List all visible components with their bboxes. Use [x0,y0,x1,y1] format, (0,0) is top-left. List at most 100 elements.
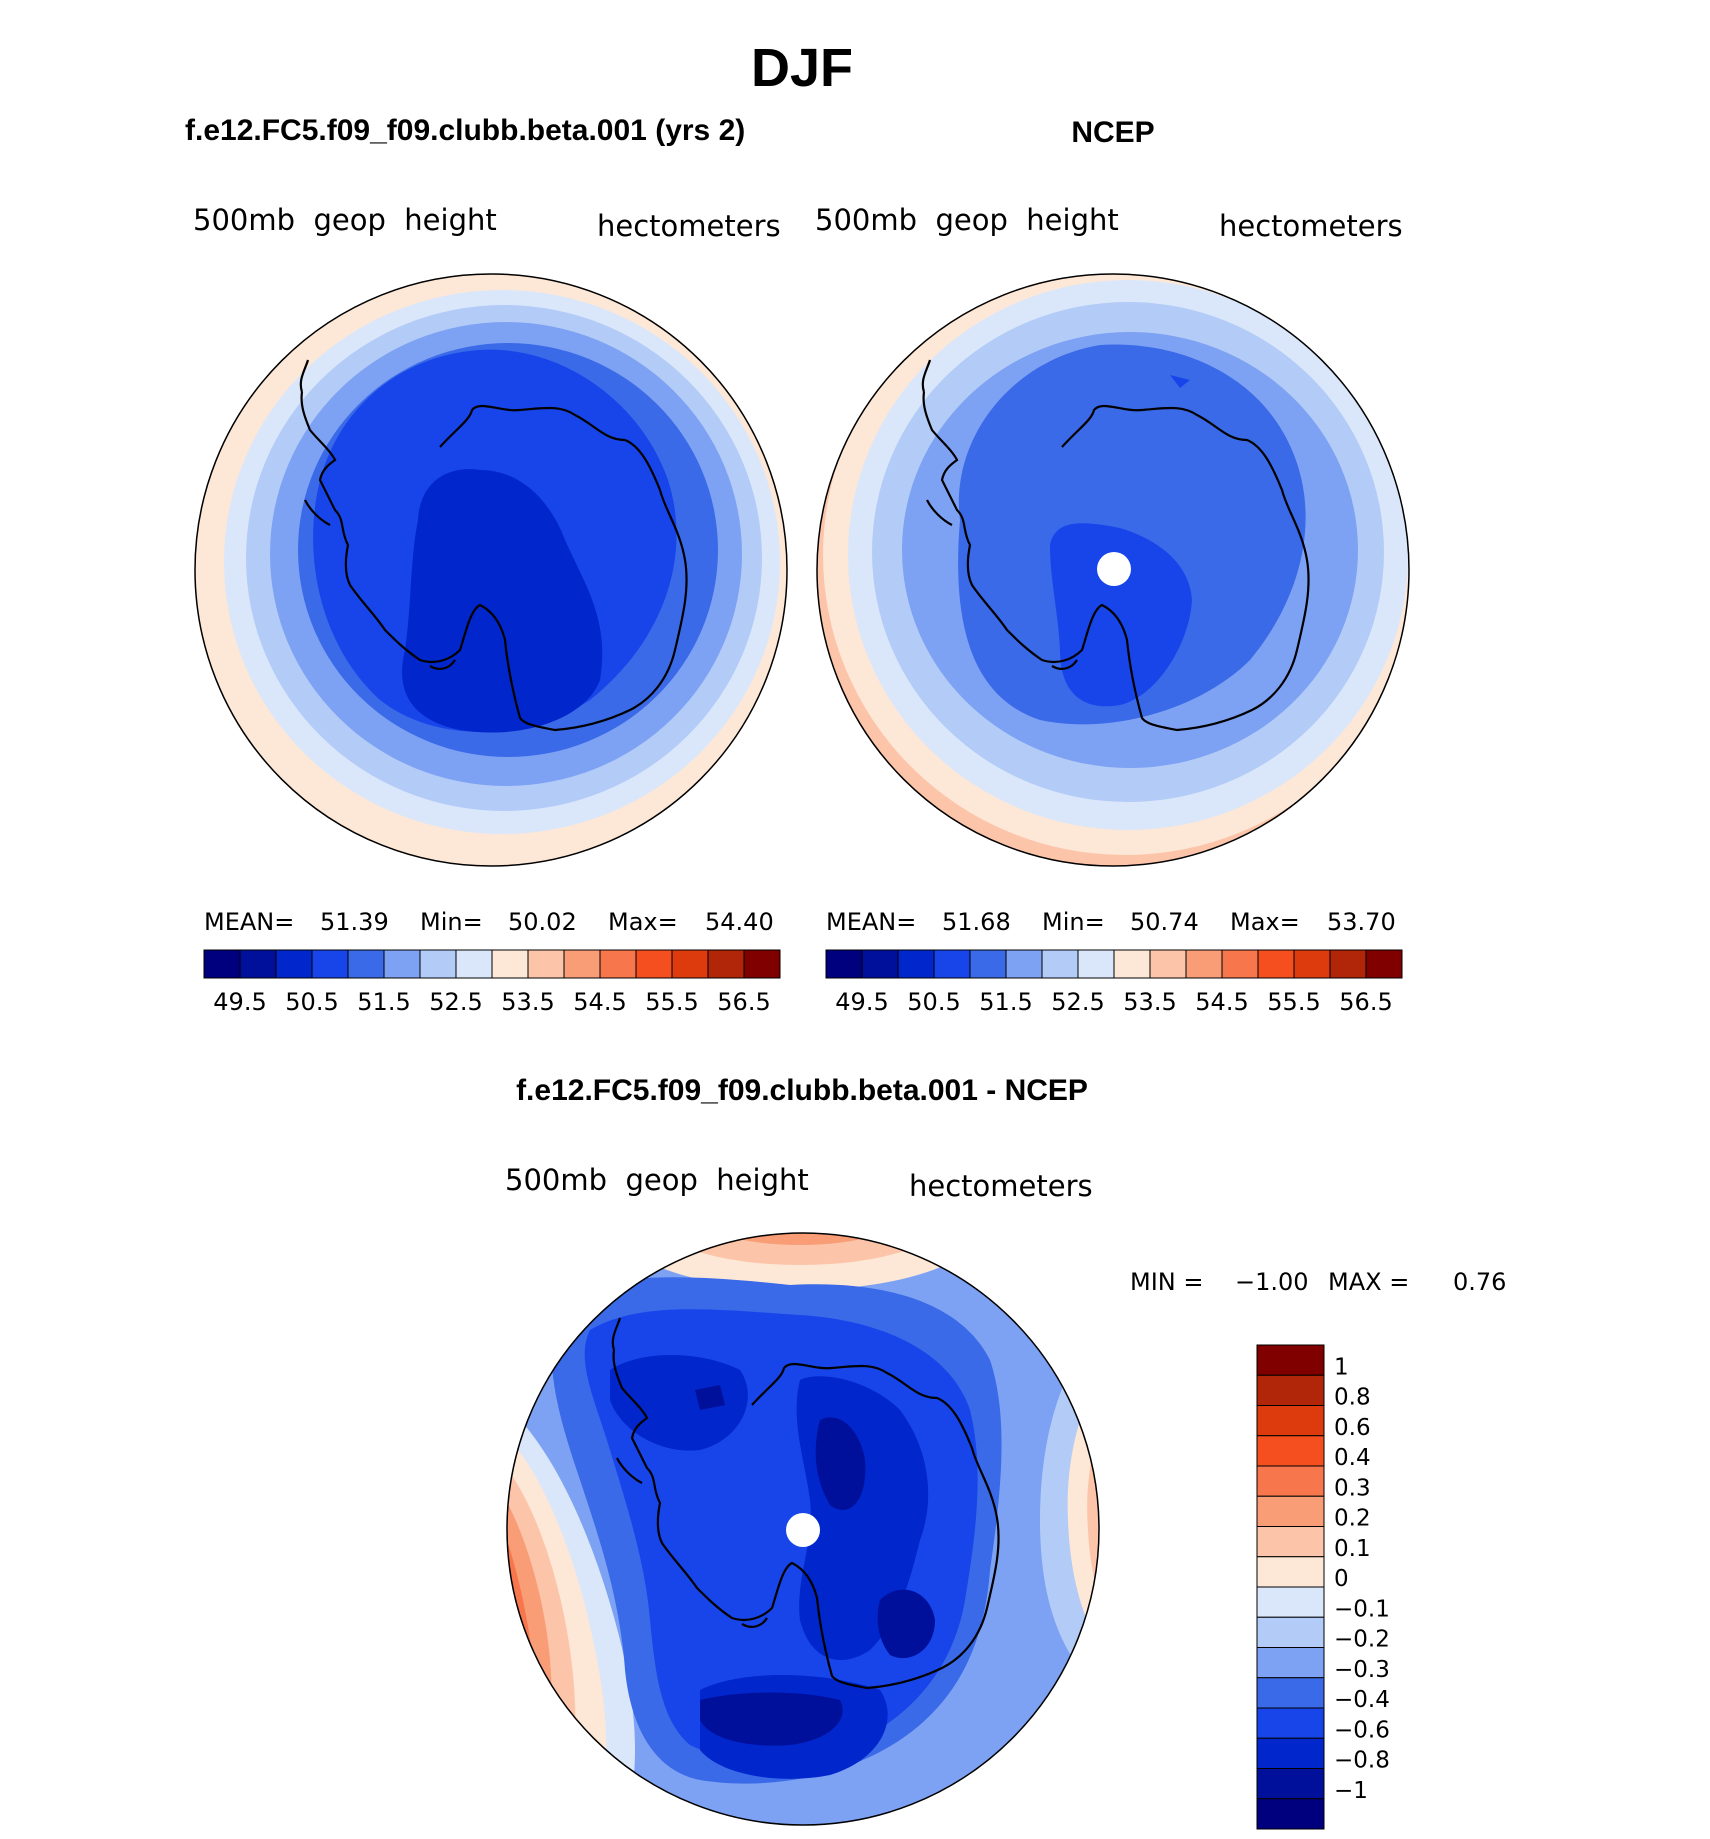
diff-max-label: MAX = [1328,1268,1409,1296]
model-colorbar: 49.5 50.5 51.5 52.5 53.5 54.5 55.5 56.5 [203,949,781,1016]
model-colorbar-swatch [311,949,349,979]
obs-variable-label: 500mb geop height [815,203,1119,237]
diff-colorbar-tick-label: 0.1 [1334,1536,1371,1562]
diff-colorbar-swatch [1256,1465,1325,1497]
diff-colorbar: 1 0.8 0.6 0.4 0.3 0.2 0.1 0 −0.1 −0.2 −0.3 −0.4 −0.6… [1256,1344,1390,1830]
model-colorbar-swatch [743,949,781,979]
diff-colorbar-tick-label: −0.6 [1334,1717,1390,1743]
model-stats: MEAN= 51.39 Min= 50.02 Max= 54.40 [204,908,774,936]
diff-coastline [611,1317,1000,1690]
obs-mean-label: MEAN= [826,908,916,936]
diff-colorbar-swatch [1256,1677,1325,1709]
obs-colorbar-swatch [1113,949,1151,979]
model-max-label: Max= [608,908,678,936]
diff-colorbar-tick-label: −0.8 [1334,1748,1390,1774]
obs-colorbar-tick-label: 49.5 [835,988,888,1016]
model-colorbar-tick-label: 56.5 [717,988,770,1016]
obs-colorbar-swatch [825,949,863,979]
model-colorbar-swatch [635,949,673,979]
diff-colorbar-tick-label: −0.2 [1334,1627,1390,1653]
diff-min-value: −1.00 [1235,1268,1309,1296]
diff-colorbar-tick-label: 0.6 [1334,1415,1371,1441]
diff-colorbar-swatch [1256,1374,1325,1406]
obs-colorbar-swatch [1077,949,1115,979]
diff-colorbar-swatch [1256,1435,1325,1467]
obs-missing-pole [1097,552,1131,586]
obs-colorbar-swatch [1041,949,1079,979]
obs-min-value: 50.74 [1130,908,1199,936]
obs-units-label: hectometers [1219,209,1403,243]
diff-colorbar-tick-label: −0.4 [1334,1687,1390,1713]
obs-contour-fill [1050,523,1192,707]
model-map [195,274,787,866]
diff-colorbar-swatch [1256,1495,1325,1527]
obs-colorbar-tick-label: 50.5 [907,988,960,1016]
obs-colorbar-swatch [969,949,1007,979]
obs-colorbar-tick-label: 55.5 [1267,988,1320,1016]
diff-colorbar-tick-label: 0 [1334,1566,1349,1592]
diff-minmax: MIN = −1.00 MAX = 0.76 [1130,1268,1506,1296]
diff-max-value: 0.76 [1453,1268,1506,1296]
model-colorbar-tick-label: 50.5 [285,988,338,1016]
diff-colorbar-swatch [1256,1768,1325,1800]
obs-colorbar-swatch [1329,949,1367,979]
obs-heading: NCEP [1071,116,1154,149]
model-mean-value: 51.39 [320,908,389,936]
diff-contour-fill [695,1385,725,1410]
obs-colorbar-tick-label: 52.5 [1051,988,1104,1016]
model-colorbar-tick-label: 51.5 [357,988,410,1016]
diff-colorbar-swatch [1256,1737,1325,1769]
model-coastline [299,359,688,732]
obs-colorbar-swatch [1365,949,1403,979]
diff-map-border [506,1232,1100,1826]
diff-colorbar-swatch [1256,1616,1325,1648]
diff-colorbar-swatch [1256,1647,1325,1679]
figure-title: DJF [751,38,853,98]
diff-colorbar-tick-label: −0.1 [1334,1596,1390,1622]
diff-colorbar-swatch [1256,1556,1325,1588]
obs-max-label: Max= [1230,908,1300,936]
diff-units-label: hectometers [909,1169,1093,1203]
diff-colorbar-tick-label: 0.8 [1334,1385,1371,1411]
obs-contour-fill [1170,375,1190,388]
diff-contour-fill [877,1589,935,1659]
obs-colorbar-tick-label: 51.5 [979,988,1032,1016]
model-colorbar-swatch [275,949,313,979]
model-colorbar-tick-label: 55.5 [645,988,698,1016]
model-colorbar-swatch [239,949,277,979]
obs-colorbar-tick-label: 53.5 [1123,988,1176,1016]
diff-min-label: MIN = [1130,1268,1203,1296]
model-colorbar-tick-label: 49.5 [213,988,266,1016]
diff-colorbar-swatch [1256,1707,1325,1739]
model-colorbar-swatch [347,949,385,979]
model-colorbar-swatch [671,949,709,979]
model-colorbar-swatch [599,949,637,979]
coastline-path [922,391,1310,732]
model-colorbar-swatch [491,949,529,979]
model-colorbar-swatch [563,949,601,979]
model-colorbar-swatch [383,949,421,979]
obs-colorbar-swatch [1221,949,1259,979]
model-variable-label: 500mb geop height [193,203,497,237]
model-colorbar-swatch [707,949,745,979]
coastline-path [300,391,688,732]
obs-colorbar-swatch [1293,949,1331,979]
coastline-path [612,1349,1000,1690]
model-colorbar-swatch [203,949,241,979]
model-colorbar-swatch [527,949,565,979]
model-mean-label: MEAN= [204,908,294,936]
obs-colorbar-swatch [1149,949,1187,979]
obs-stats: MEAN= 51.68 Min= 50.74 Max= 53.70 [826,908,1396,936]
model-heading: f.e12.FC5.f09_f09.clubb.beta.001 (yrs 2) [185,114,745,147]
obs-colorbar-swatch [1257,949,1295,979]
model-colorbar-swatch [455,949,493,979]
model-map-border [194,273,788,867]
diff-heading: f.e12.FC5.f09_f09.clubb.beta.001 - NCEP [516,1074,1088,1107]
obs-colorbar-swatch [1185,949,1223,979]
model-min-value: 50.02 [508,908,577,936]
model-colorbar-swatch [419,949,457,979]
diff-colorbar-swatch [1256,1798,1325,1830]
diff-colorbar-tick-label: 0.3 [1334,1475,1371,1501]
model-units-label: hectometers [597,209,781,243]
